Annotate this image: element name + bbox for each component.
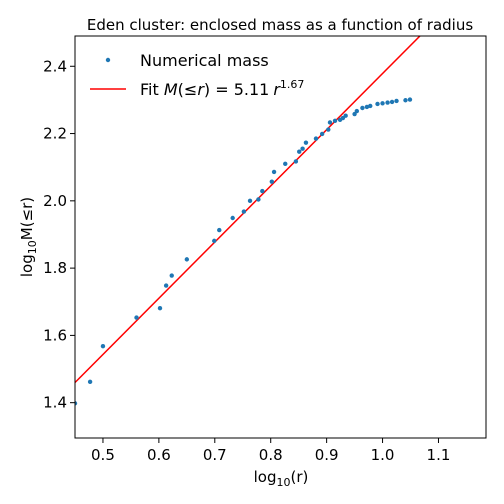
data-point [75, 401, 78, 406]
y-tick-label: 1.8 [43, 259, 67, 277]
data-point [212, 238, 217, 244]
y-tick-label: 2.4 [43, 57, 67, 75]
data-point [303, 140, 309, 145]
data-point [364, 104, 370, 110]
data-point [293, 159, 299, 164]
fit-line [75, 36, 421, 384]
x-tick-label: 0.6 [147, 446, 171, 464]
x-tick-label: 1.0 [371, 446, 395, 464]
legend-label-fit: Fit M(≤r) = 5.11 r1.67 [140, 78, 304, 99]
x-tick-label: 0.8 [259, 446, 283, 464]
y-tick-label: 1.4 [43, 394, 67, 412]
data-point [375, 101, 380, 107]
plot-frame [74, 35, 487, 439]
data-point [389, 99, 395, 105]
data-point [313, 136, 319, 141]
data-point [217, 227, 222, 233]
legend: Numerical mass Fit M(≤r) = 5.11 r1.67 [90, 51, 304, 99]
data-point [332, 118, 338, 123]
x-axis: 0.5 0.6 0.7 0.8 0.9 1.0 1.1 [91, 438, 450, 464]
data-point [407, 97, 413, 102]
data-point [368, 103, 373, 109]
data-point [283, 161, 288, 167]
data-point [157, 305, 163, 311]
data-point [354, 108, 360, 114]
data-point [269, 179, 275, 184]
data-point [360, 105, 365, 111]
x-tick-label: 0.7 [203, 446, 227, 464]
legend-marker-numerical-mass [105, 57, 111, 63]
data-point [343, 113, 348, 118]
y-axis: 1.4 1.6 1.8 2.0 2.2 2.4 [43, 57, 75, 412]
data-point [394, 98, 399, 104]
y-tick-label: 2.0 [43, 192, 67, 210]
y-tick-label: 1.6 [43, 326, 67, 344]
data-point [327, 120, 333, 125]
plot-area [75, 36, 421, 406]
data-point [297, 149, 302, 154]
data-point [271, 169, 277, 175]
data-point [385, 100, 390, 105]
data-point [134, 315, 139, 320]
data-point [230, 215, 235, 221]
data-point [260, 188, 265, 194]
data-point [319, 131, 325, 137]
y-tick-label: 2.2 [43, 125, 67, 143]
data-point [403, 98, 408, 103]
data-point [184, 257, 190, 262]
data-point [163, 283, 169, 288]
data-point [326, 127, 331, 132]
data-point [87, 379, 93, 385]
chart-title: Eden cluster: enclosed mass as a functio… [87, 16, 473, 34]
x-axis-label: log10(r) [254, 468, 309, 489]
x-tick-label: 0.9 [315, 446, 339, 464]
data-point [100, 343, 106, 349]
data-point [300, 146, 305, 151]
data-point [247, 198, 253, 204]
data-point [169, 273, 174, 278]
y-axis-label: log10M(≤r) [18, 197, 39, 277]
x-tick-label: 0.5 [91, 446, 115, 464]
data-point [380, 101, 385, 106]
legend-label-numerical-mass: Numerical mass [140, 51, 269, 70]
data-point [241, 209, 247, 214]
data-point [352, 111, 357, 117]
data-point [256, 197, 261, 202]
x-tick-label: 1.1 [427, 446, 451, 464]
